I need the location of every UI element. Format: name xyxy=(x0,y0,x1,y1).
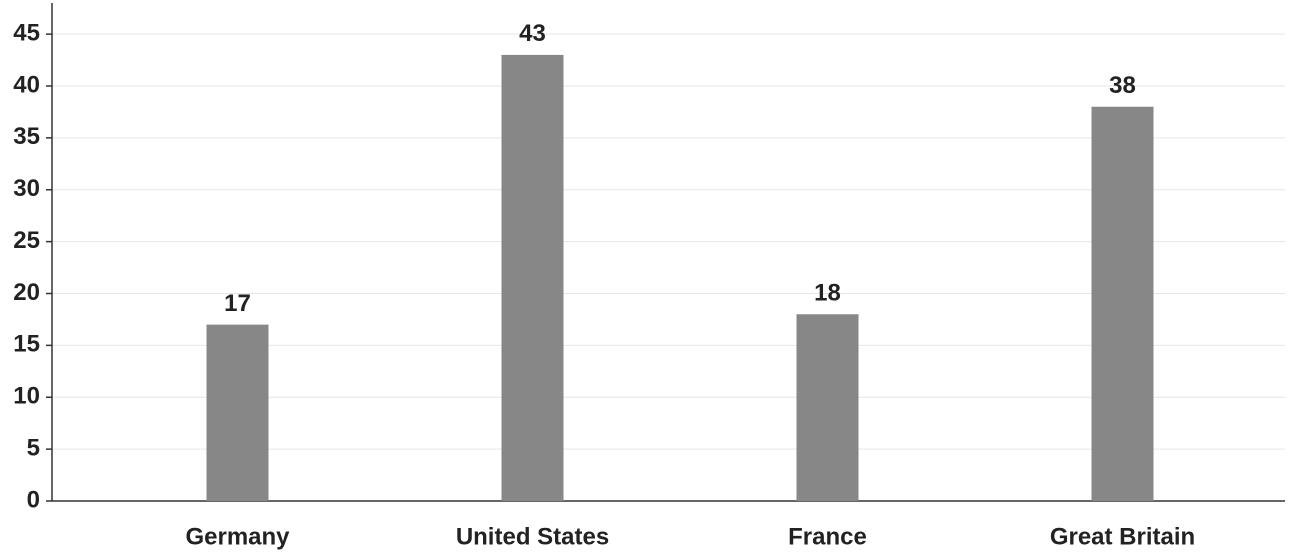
value-label: 38 xyxy=(1109,72,1136,99)
y-tick-label: 35 xyxy=(13,123,40,150)
y-tick-label: 30 xyxy=(13,175,40,202)
y-tick-label: 0 xyxy=(27,486,40,513)
x-tick-label: Germany xyxy=(185,523,290,550)
y-tick-label: 45 xyxy=(13,19,40,46)
x-tick-label: France xyxy=(788,523,867,550)
y-tick-label: 25 xyxy=(13,227,40,254)
bar xyxy=(1091,106,1154,501)
bar xyxy=(796,314,859,501)
y-tick-label: 10 xyxy=(13,383,40,410)
value-label: 18 xyxy=(814,280,841,307)
y-tick-label: 20 xyxy=(13,279,40,306)
y-tick-label: 40 xyxy=(13,71,40,98)
bar xyxy=(501,54,564,501)
x-tick-label: Great Britain xyxy=(1050,523,1195,550)
value-label: 43 xyxy=(519,20,546,47)
bar xyxy=(206,324,269,501)
y-tick-label: 5 xyxy=(27,434,40,461)
value-label: 17 xyxy=(224,290,251,317)
y-tick-label: 15 xyxy=(13,331,40,358)
x-tick-label: United States xyxy=(456,523,609,550)
